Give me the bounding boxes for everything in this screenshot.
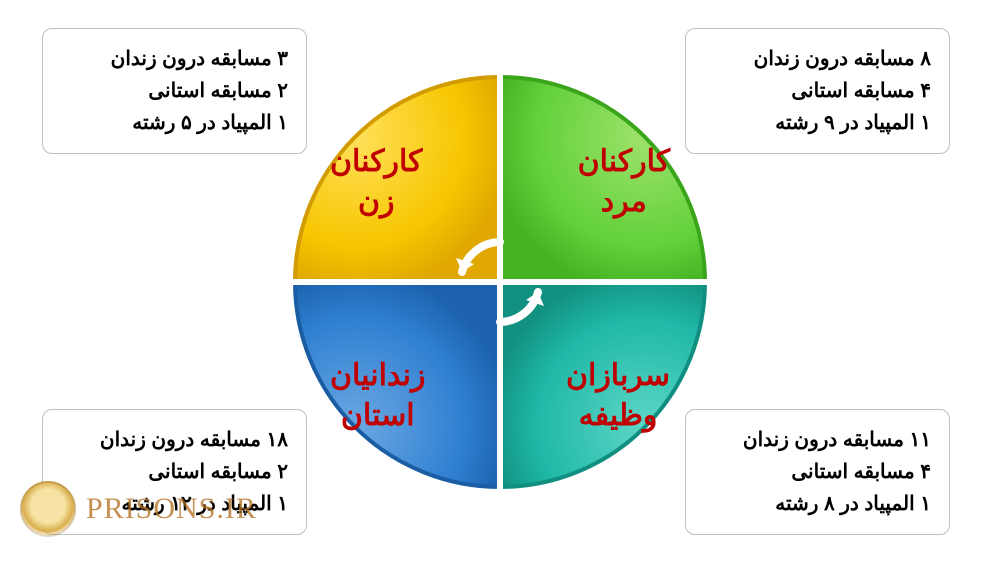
info-line: ۱۱ مسابقه درون زندان	[704, 424, 931, 456]
info-line: ۸ مسابقه درون زندان	[704, 43, 931, 75]
label-prisoners: زندانیان استان	[330, 356, 426, 437]
label-soldiers: سربازان وظیفه	[566, 356, 670, 437]
info-line: ۴ مسابقه استانی	[704, 75, 931, 107]
label-male-staff: کارکنان مرد	[578, 142, 670, 223]
watermark: PRISONS.IR	[20, 481, 257, 537]
info-line: ۱۸ مسابقه درون زندان	[61, 424, 288, 456]
info-line: ۱ المپیاد در ۵ رشته	[61, 107, 288, 139]
info-line: ۴ مسابقه استانی	[704, 456, 931, 488]
watermark-text: PRISONS.IR	[86, 492, 257, 526]
info-box-soldiers: ۱۱ مسابقه درون زندان۴ مسابقه استانی۱ الم…	[685, 409, 950, 535]
info-box-male-staff: ۸ مسابقه درون زندان۴ مسابقه استانی۱ المپ…	[685, 28, 950, 154]
pie-chart: کارکنان مرد کارکنان زن سربازان وظیفه زند…	[290, 72, 710, 492]
prisons-logo-icon	[20, 481, 76, 537]
info-line: ۱ المپیاد در ۹ رشته	[704, 107, 931, 139]
info-box-female-staff: ۳ مسابقه درون زندان۲ مسابقه استانی۱ المپ…	[42, 28, 307, 154]
label-female-staff: کارکنان زن	[330, 142, 422, 223]
cycle-arrows-icon	[440, 222, 560, 342]
diagram-stage: ۸ مسابقه درون زندان۴ مسابقه استانی۱ المپ…	[0, 0, 1000, 563]
info-line: ۱ المپیاد در ۸ رشته	[704, 488, 931, 520]
info-line: ۳ مسابقه درون زندان	[61, 43, 288, 75]
info-line: ۲ مسابقه استانی	[61, 75, 288, 107]
